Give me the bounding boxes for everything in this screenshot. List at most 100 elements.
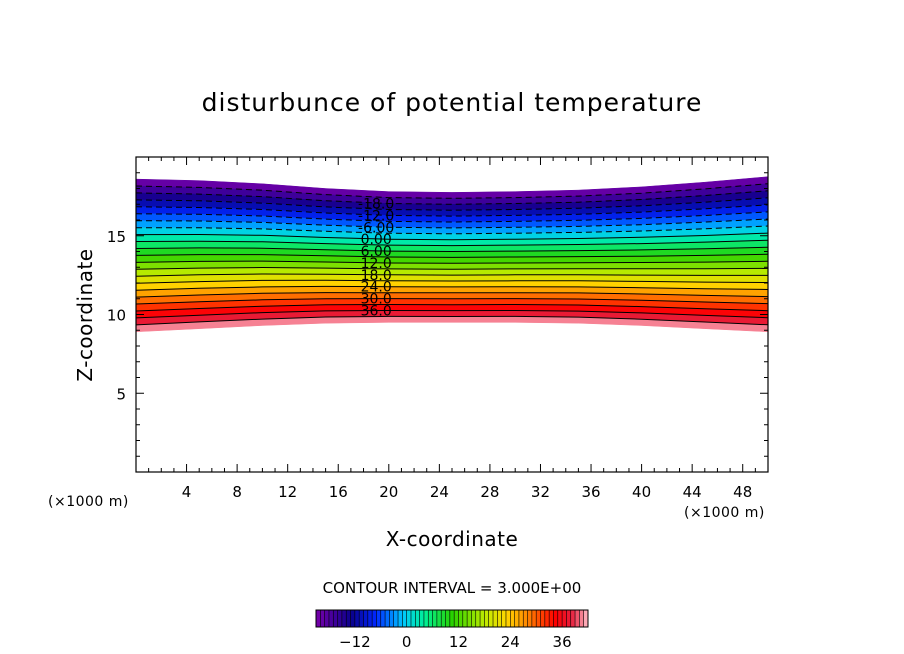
colorbar-cell: [527, 610, 533, 627]
colorbar-cell: [346, 610, 351, 627]
colorbar-cell: [393, 610, 399, 627]
colorbar-cell: [523, 610, 528, 627]
colorbar-cell: [497, 610, 502, 627]
y-tick-label: 5: [116, 385, 126, 403]
contour-label: 24.0: [361, 280, 392, 296]
colorbar-cell: [363, 610, 369, 627]
contour-line: [135, 183, 769, 199]
colorbar: [315, 609, 589, 628]
contour-line: [135, 190, 769, 205]
x-tick-label: 24: [430, 483, 449, 501]
x-tick-label: 28: [480, 483, 499, 501]
colorbar-tick-label: −12: [339, 633, 371, 651]
contour-line: [135, 260, 769, 264]
colorbar-frame: [315, 609, 589, 628]
colorbar-cell: [402, 610, 407, 627]
colorbar-cell: [354, 610, 360, 627]
colorbar-cell: [518, 610, 524, 627]
colorbar-cell: [406, 610, 412, 627]
colorbar-cell: [389, 610, 395, 627]
colorbar-cell: [341, 610, 347, 627]
colorbar-cell: [367, 610, 373, 627]
contour-line: [136, 225, 769, 235]
colorbar-cell: [579, 610, 584, 627]
colorbar-cell: [415, 610, 420, 627]
y-axis-label: Z-coordinate: [73, 248, 97, 381]
contour-label: 6.00: [361, 244, 392, 260]
contour-label: 18.0: [361, 268, 392, 284]
contour-line: [135, 309, 769, 319]
colorbar-cell: [583, 610, 589, 627]
colorbar-cell: [488, 610, 494, 627]
colorbar-cell: [493, 610, 498, 627]
y-tick-label: 15: [107, 228, 126, 246]
colorbar-cell: [454, 610, 459, 627]
colorbar-cell: [398, 610, 403, 627]
colorbar-cell: [320, 610, 325, 627]
contour-label: -18.0: [358, 197, 394, 213]
contour-line: [135, 273, 768, 277]
colorbar-cell: [337, 610, 343, 627]
colorbar-cell: [505, 610, 511, 627]
chart-title: disturbunce of potential temperature: [202, 88, 703, 117]
colorbar-cell: [432, 610, 438, 627]
contour-line: [135, 303, 769, 312]
x-tick-label: 40: [632, 483, 651, 501]
colorbar-cell: [458, 610, 464, 627]
colorbar-cell: [350, 610, 356, 627]
contour-label: 36.0: [361, 303, 392, 319]
colorbar-cell: [514, 610, 520, 627]
y-tick-label: 10: [107, 307, 126, 325]
colorbar-cell: [385, 610, 390, 627]
colorbar-cell: [544, 610, 550, 627]
colorbar-cell: [471, 610, 477, 627]
colorbar-cell: [410, 610, 416, 627]
colorbar-tick-labels: −12 0 12 24 36: [339, 633, 572, 651]
contour-line: [135, 232, 769, 241]
colorbar-tick-label: 0: [402, 633, 412, 651]
x-tick-label: 4: [182, 483, 192, 501]
colorbar-cell: [436, 610, 442, 627]
colorbar-cell: [570, 610, 576, 627]
colorbar-cell: [575, 610, 580, 627]
colorbar-cell: [333, 610, 338, 627]
contour-line: [135, 211, 769, 223]
colorbar-cell: [549, 610, 554, 627]
colorbar-cell: [316, 610, 321, 627]
x-tick-label: 16: [329, 483, 348, 501]
colorbar-cell: [566, 610, 572, 627]
contour-line: [135, 239, 769, 247]
contour-line: [135, 292, 769, 298]
contour-line: [135, 285, 769, 291]
contour-label: 12.0: [361, 256, 392, 272]
colorbar-cell: [531, 610, 537, 627]
colorbar-cell: [376, 610, 382, 627]
colorbar-cell: [423, 610, 429, 627]
colorbar-cell: [475, 610, 481, 627]
x-tick-label: 12: [278, 483, 297, 501]
y-unit-label: (×1000 m): [48, 494, 129, 510]
contour-line: [135, 246, 769, 253]
contour-line: [135, 279, 769, 284]
colorbar-cell: [467, 610, 472, 627]
x-unit-label: (×1000 m): [684, 505, 765, 521]
contour-line: [135, 218, 769, 229]
contour-line: [135, 315, 769, 326]
x-tick-label: 32: [531, 483, 550, 501]
colorbar-cell: [380, 610, 386, 627]
x-tick-label: 8: [232, 483, 242, 501]
colorbar-cell: [324, 610, 330, 627]
colorbar-tick-label: 36: [553, 633, 572, 651]
contour-line: [135, 298, 769, 305]
colorbar-cell: [441, 610, 446, 627]
colorbar-cell: [419, 610, 425, 627]
colorbar-cell: [359, 610, 364, 627]
colorbar-cell: [501, 610, 507, 627]
colorbar-cell: [557, 610, 563, 627]
colorbar-cell: [428, 610, 433, 627]
colorbar-cell: [372, 610, 377, 627]
contour-label: 30.0: [361, 292, 392, 308]
contour-line: [135, 197, 769, 211]
contour-label: -12.0: [358, 208, 394, 224]
